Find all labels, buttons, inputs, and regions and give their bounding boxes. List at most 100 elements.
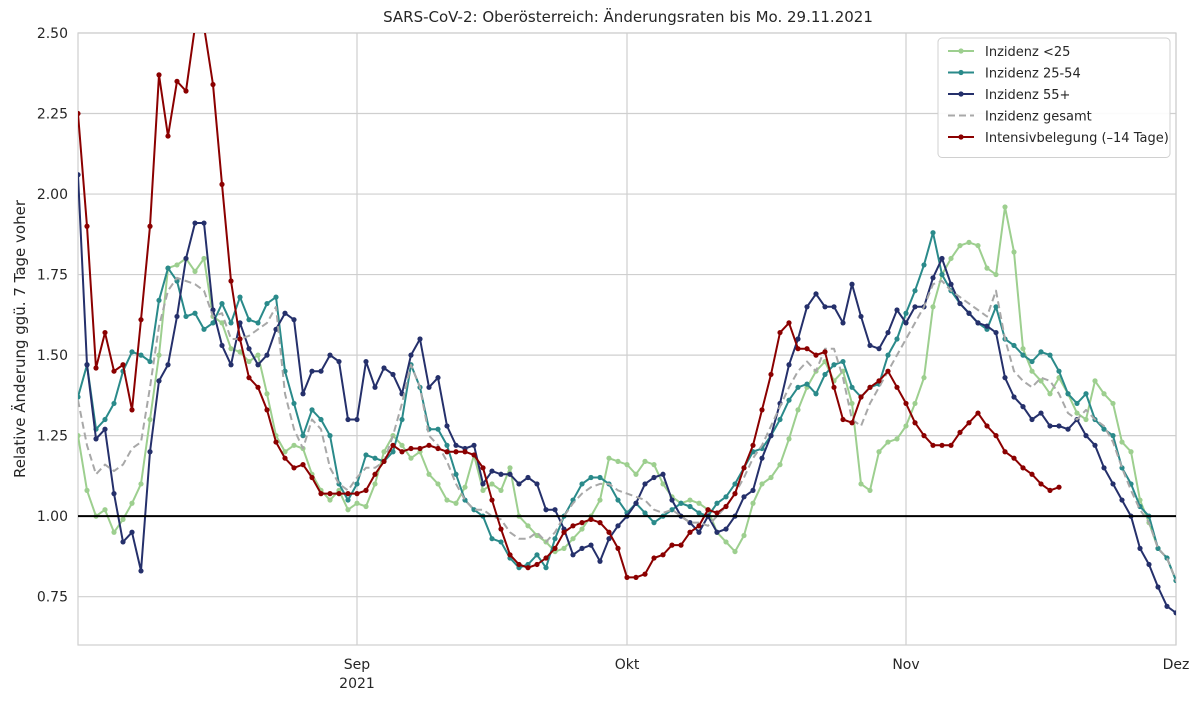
series-point xyxy=(129,500,135,506)
series-1 xyxy=(78,230,1176,584)
series-point xyxy=(237,349,243,355)
y-axis-label: Relative Änderung ggü. 7 Tage voher xyxy=(10,199,29,478)
series-point xyxy=(174,262,180,268)
series-point xyxy=(948,442,954,448)
series-point xyxy=(768,371,774,378)
series-point xyxy=(921,262,927,268)
series-point xyxy=(291,400,297,407)
series-point xyxy=(588,516,594,522)
series-point xyxy=(309,368,315,374)
series-point xyxy=(147,416,153,423)
series-point xyxy=(453,449,459,455)
series-point xyxy=(993,329,999,336)
series-point xyxy=(759,455,765,461)
series-point xyxy=(129,349,135,355)
series-point xyxy=(651,555,657,561)
series-point xyxy=(777,416,783,423)
series-point xyxy=(192,310,198,316)
series-point xyxy=(957,300,963,307)
series-point xyxy=(120,539,126,545)
series-point xyxy=(165,133,171,139)
series-point xyxy=(1173,610,1176,616)
legend-entry: Inzidenz 25-54 xyxy=(985,67,1081,82)
series-point xyxy=(714,529,720,535)
series-layer xyxy=(78,33,1176,616)
series-point xyxy=(183,313,189,320)
series-point xyxy=(579,545,585,551)
series-point xyxy=(615,497,621,503)
series-point xyxy=(642,510,648,516)
series-point xyxy=(579,520,585,526)
series-point xyxy=(282,455,288,461)
series-point xyxy=(606,455,612,461)
series-point xyxy=(1056,423,1062,429)
series-point xyxy=(1020,465,1026,471)
series-point xyxy=(354,491,360,497)
series-point xyxy=(705,507,711,513)
series-point xyxy=(768,433,774,439)
series-point xyxy=(1011,249,1017,255)
series-point xyxy=(966,239,972,245)
series-point xyxy=(687,503,693,510)
series-line xyxy=(78,276,1176,583)
series-point xyxy=(1029,368,1035,374)
series-point xyxy=(813,352,819,358)
series-point xyxy=(642,571,648,577)
series-point xyxy=(768,474,774,481)
series-point xyxy=(849,281,855,287)
series-point xyxy=(435,481,441,487)
series-point xyxy=(255,362,261,368)
series-point xyxy=(489,468,495,474)
series-point xyxy=(300,391,306,397)
series-point xyxy=(462,449,468,455)
series-point xyxy=(138,317,144,323)
series-point xyxy=(1011,394,1017,400)
series-point xyxy=(849,420,855,426)
series-point xyxy=(246,317,252,323)
series-point xyxy=(786,397,792,403)
legend-entry: Inzidenz 55+ xyxy=(985,88,1070,103)
x-tick-label: Okt xyxy=(615,657,640,673)
series-point xyxy=(957,429,963,436)
x-tick-label: Sep xyxy=(344,657,371,673)
series-point xyxy=(102,507,108,513)
series-point xyxy=(894,436,900,442)
series-point xyxy=(633,471,639,477)
series-point xyxy=(750,500,756,506)
series-point xyxy=(615,458,621,464)
series-point xyxy=(1011,455,1017,461)
chart-title: SARS-CoV-2: Oberösterreich: Änderungsrat… xyxy=(383,7,873,26)
series-point xyxy=(741,532,747,539)
series-point xyxy=(759,407,765,413)
series-point xyxy=(354,500,360,506)
series-point xyxy=(570,536,576,542)
series-point xyxy=(246,346,252,352)
series-point xyxy=(291,317,297,323)
series-point xyxy=(345,497,351,503)
series-point xyxy=(678,542,684,548)
series-point xyxy=(300,462,306,468)
series-point xyxy=(507,465,513,471)
series-point xyxy=(426,384,432,390)
series-point xyxy=(462,484,468,490)
y-tick-label: 1.00 xyxy=(37,509,68,525)
series-point xyxy=(399,449,405,455)
series-point xyxy=(435,426,441,432)
series-point xyxy=(390,442,396,448)
series-point xyxy=(858,481,864,487)
series-point xyxy=(561,529,567,535)
series-point xyxy=(264,300,270,307)
series-point xyxy=(1002,449,1008,455)
series-point xyxy=(597,474,603,481)
series-point xyxy=(345,507,351,513)
series-point xyxy=(264,352,270,358)
series-point xyxy=(228,362,234,368)
series-point xyxy=(723,539,729,545)
series-point xyxy=(543,555,549,561)
series-point xyxy=(165,362,171,368)
series-point xyxy=(78,433,81,439)
series-point xyxy=(444,442,450,448)
series-point xyxy=(390,371,396,378)
series-point xyxy=(822,349,828,355)
